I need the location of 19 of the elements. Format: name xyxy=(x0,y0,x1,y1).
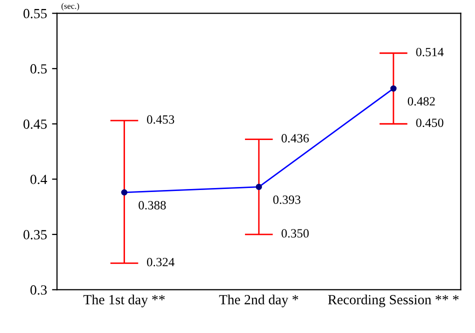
y-tick-label: 0.3 xyxy=(30,285,47,295)
annotation: 0.436 xyxy=(282,134,309,143)
annotation: 0.450 xyxy=(416,118,444,128)
y-tick-label: 0.5 xyxy=(30,64,47,74)
annotation: 0.453 xyxy=(146,115,174,124)
x-tick-label: Recording Session ** * xyxy=(328,294,459,308)
annotation: 0.324 xyxy=(146,258,174,266)
data-label: 0.482 xyxy=(408,97,435,106)
y-tick-label: 0.4 xyxy=(30,174,48,184)
data-label: 0.393 xyxy=(273,195,300,204)
y-axis-title: (sec.) xyxy=(62,2,80,11)
annotation: 0.514 xyxy=(416,48,444,56)
data-label: 0.388 xyxy=(138,201,166,210)
annotation: 0.350 xyxy=(282,229,309,238)
y-tick-label: 0.55 xyxy=(24,8,47,18)
y-tick-label: 0.35 xyxy=(24,230,47,240)
x-tick-label: The 2nd day * xyxy=(219,294,298,308)
x-tick-label: The 1st day ** xyxy=(83,294,165,308)
y-tick-label: 0.45 xyxy=(24,119,47,129)
